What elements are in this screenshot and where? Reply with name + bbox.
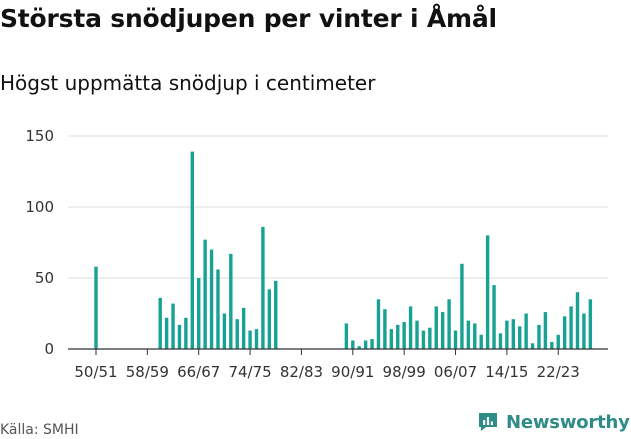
bar <box>473 323 477 349</box>
bar <box>248 330 252 349</box>
y-tick-label: 150 <box>25 127 54 145</box>
bar <box>505 320 509 349</box>
bar <box>537 324 541 349</box>
bar <box>274 280 278 349</box>
bar <box>216 269 220 349</box>
bar <box>351 340 355 349</box>
x-tick-label: 82/83 <box>280 363 323 381</box>
x-tick-label: 06/07 <box>434 363 477 381</box>
source-note: Källa: SMHI <box>0 422 79 438</box>
bar <box>588 299 593 349</box>
bar <box>421 330 426 349</box>
bar <box>184 317 188 349</box>
bar <box>408 306 413 349</box>
bar <box>241 307 246 349</box>
newsworthy-logo[interactable]: Newsworthy <box>476 408 630 436</box>
bar <box>164 317 169 349</box>
newsworthy-logo-icon <box>479 413 497 431</box>
bar <box>582 313 586 349</box>
bar <box>485 235 490 349</box>
bar <box>235 319 239 349</box>
bar <box>550 341 554 349</box>
bar <box>94 266 98 349</box>
x-tick-label: 58/59 <box>126 363 169 381</box>
bar <box>466 320 471 349</box>
y-tick-label: 100 <box>25 198 54 216</box>
bar <box>267 289 272 349</box>
x-tick-label: 14/15 <box>485 363 528 381</box>
bar <box>261 226 265 349</box>
bar <box>460 263 464 349</box>
bar <box>344 323 349 349</box>
bar <box>415 320 419 349</box>
bar <box>440 312 445 349</box>
bar <box>158 297 162 349</box>
bar <box>543 312 548 349</box>
x-tick-label: 90/91 <box>331 363 374 381</box>
bar <box>370 339 374 349</box>
bar <box>492 285 496 349</box>
bar <box>434 306 438 349</box>
bar <box>498 333 503 349</box>
bar <box>171 303 175 349</box>
bar <box>428 327 432 349</box>
bars <box>94 151 593 349</box>
x-tick-label: 22/23 <box>537 363 580 381</box>
bar <box>453 330 458 349</box>
bar <box>197 278 201 349</box>
bar <box>511 319 515 349</box>
bar <box>376 299 381 349</box>
bar <box>389 329 394 349</box>
chart-title: Största snödjupen per vinter i Åmål <box>0 4 497 33</box>
bar <box>524 313 528 349</box>
bar <box>396 324 400 349</box>
bar <box>383 309 387 349</box>
bar <box>447 299 451 349</box>
bar <box>203 239 207 349</box>
x-tick-label: 74/75 <box>228 363 271 381</box>
bar <box>530 343 535 349</box>
bar <box>177 324 182 349</box>
bar <box>556 334 560 349</box>
bar <box>402 322 406 349</box>
gridlines <box>68 135 608 279</box>
bar <box>357 346 361 349</box>
bar <box>363 340 368 349</box>
axes: 0 50 100 150 50/51 58/59 66/67 74/75 82/83 90/91 9… <box>25 127 608 381</box>
x-tick-label: 98/99 <box>383 363 426 381</box>
x-tick-label: 66/67 <box>177 363 220 381</box>
bar <box>518 326 522 349</box>
chart-subtitle: Högst uppmätta snödjup i centimeter <box>0 71 376 95</box>
bar <box>222 313 227 349</box>
bar-chart: 0 50 100 150 50/51 58/59 66/67 74/75 82/83 90/91 9… <box>25 127 608 381</box>
bar <box>209 249 214 349</box>
x-tick-label: 50/51 <box>74 363 117 381</box>
bar <box>254 329 259 349</box>
bar <box>569 306 573 349</box>
bar <box>575 292 580 349</box>
bar <box>562 316 567 349</box>
bar <box>190 151 194 349</box>
y-tick-label: 50 <box>35 269 54 287</box>
bar <box>229 253 233 349</box>
bar <box>479 334 483 349</box>
y-tick-label: 0 <box>44 340 54 358</box>
newsworthy-logo-text: Newsworthy <box>506 411 630 433</box>
